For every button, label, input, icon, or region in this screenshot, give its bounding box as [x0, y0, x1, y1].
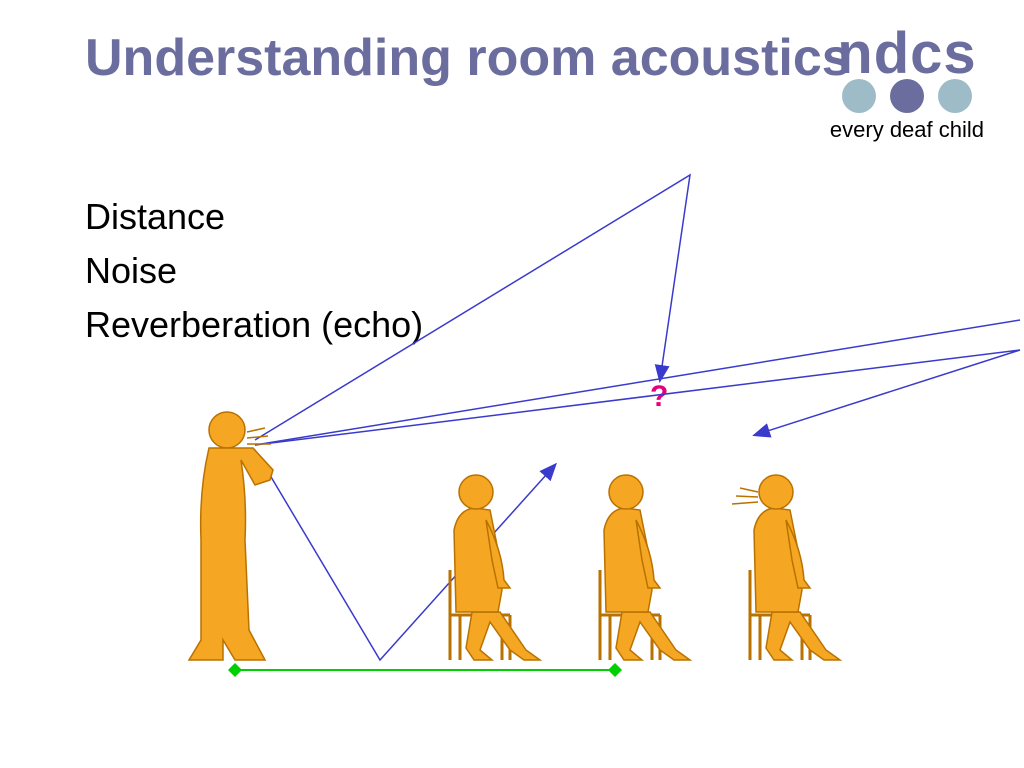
logo-text: ndcs — [830, 20, 984, 87]
bullet-item: Reverberation (echo) — [85, 298, 423, 352]
logo-dots — [830, 79, 984, 113]
question-mark: ? — [650, 380, 668, 414]
bullet-item: Noise — [85, 244, 423, 298]
people-figures — [189, 412, 840, 660]
ndcs-logo: ndcs every deaf child — [830, 20, 984, 143]
dot-icon — [842, 79, 876, 113]
bullet-item: Distance — [85, 190, 423, 244]
dot-icon — [890, 79, 924, 113]
slide-title: Understanding room acoustics — [85, 30, 851, 87]
slide: Understanding room acoustics Distance No… — [0, 0, 1024, 768]
logo-tagline: every deaf child — [830, 117, 984, 143]
bullet-list: Distance Noise Reverberation (echo) — [85, 190, 423, 352]
dot-icon — [938, 79, 972, 113]
distance-line — [228, 663, 622, 677]
